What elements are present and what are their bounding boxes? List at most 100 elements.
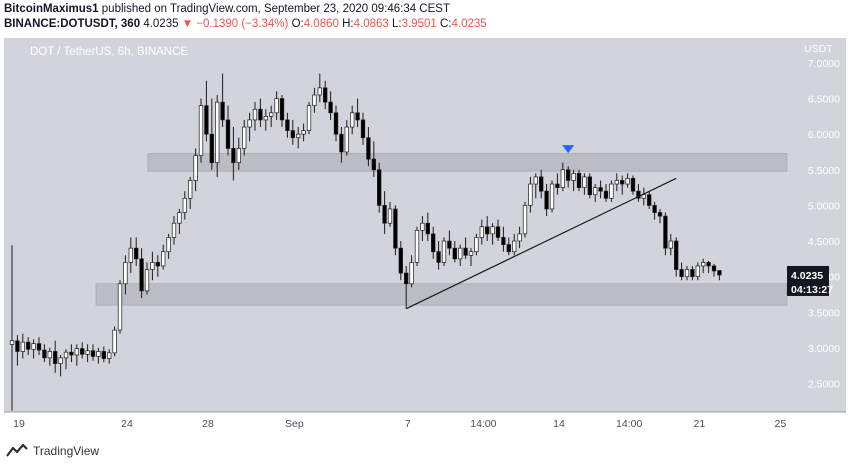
candle — [236, 137, 241, 170]
candle-body — [263, 116, 268, 121]
candle — [393, 205, 398, 256]
candle — [506, 237, 511, 256]
candle-body — [387, 208, 393, 224]
price-chart[interactable]: 7.00006.50006.00005.50005.00004.50004.00… — [0, 38, 850, 436]
candle — [258, 98, 263, 128]
price-axis[interactable] — [787, 38, 846, 412]
candle — [436, 241, 441, 270]
candle — [490, 223, 495, 245]
candle — [539, 169, 544, 199]
candle — [333, 105, 339, 142]
candle-body — [404, 272, 409, 285]
candle — [452, 241, 457, 263]
candle — [560, 162, 565, 192]
tradingview-brand[interactable]: TradingView — [33, 444, 100, 458]
candle — [458, 244, 463, 266]
candle-body — [441, 240, 447, 263]
candle — [641, 187, 646, 206]
open-value: 4.0860 — [303, 18, 339, 30]
candle — [350, 105, 355, 135]
candle — [620, 175, 625, 195]
candle — [123, 255, 128, 295]
candle — [360, 112, 366, 145]
candle-body — [382, 205, 387, 224]
candle-body — [258, 108, 263, 121]
candle — [31, 339, 36, 359]
marker-layer — [562, 145, 575, 154]
candle-body — [112, 329, 117, 354]
candle-body — [231, 148, 236, 164]
candle — [225, 105, 231, 156]
candle-body — [31, 343, 36, 350]
candle — [47, 347, 52, 366]
candle-body — [679, 269, 684, 277]
candle — [177, 208, 182, 234]
candle — [144, 262, 150, 295]
price-change: −0.1390 (−3.34%) — [196, 18, 289, 30]
candle — [431, 226, 436, 259]
candle — [441, 237, 447, 266]
candle — [522, 201, 528, 238]
candle-body — [209, 133, 214, 164]
y-tick-label: 2.5000 — [808, 379, 840, 391]
candle-body — [544, 190, 549, 210]
candle-body — [620, 180, 625, 185]
candle-body — [9, 340, 15, 345]
candle — [657, 208, 663, 224]
candle-body — [398, 247, 403, 274]
candle — [198, 98, 204, 163]
candle-body — [447, 240, 452, 249]
candle — [139, 248, 144, 299]
tradingview-logo-icon[interactable] — [6, 444, 28, 458]
candle — [285, 112, 290, 138]
x-axis-ticks: 19 24 28 Sep 7 14:00 14 14:00 21 25 — [13, 418, 786, 430]
candle-body — [701, 262, 706, 267]
candle — [571, 169, 576, 192]
horizontal-zone — [95, 283, 788, 306]
candle-body — [285, 119, 290, 131]
candle — [355, 98, 360, 128]
candle — [263, 109, 268, 131]
candle-body — [20, 341, 25, 352]
candle-body — [366, 137, 371, 160]
candle — [593, 184, 598, 202]
y-tick-label: 3.0000 — [808, 343, 840, 355]
candle-body — [42, 349, 47, 359]
y-tick-label: 6.0000 — [808, 129, 840, 141]
candle-body — [306, 105, 312, 131]
candle — [301, 123, 306, 142]
candle-body — [420, 222, 425, 231]
candle — [485, 216, 490, 242]
candle — [9, 245, 15, 411]
candle-body — [474, 237, 479, 253]
candle — [695, 262, 700, 281]
candle — [171, 216, 177, 245]
candle-body — [328, 101, 333, 114]
candle — [269, 105, 274, 128]
high-label: H: — [342, 18, 354, 30]
support-resistance-zones — [95, 153, 788, 306]
candle-body — [598, 187, 603, 192]
candle-body — [101, 351, 106, 359]
candle — [80, 342, 85, 359]
candle — [85, 344, 90, 363]
y-tick-label: 5.5000 — [808, 165, 840, 177]
ohlc-line: BINANCE:DOTUSDT, 360 4.0235 ▼ −0.1390 (−… — [4, 17, 844, 32]
candle — [215, 94, 220, 177]
candle-body — [134, 247, 139, 260]
candle-body — [220, 101, 225, 121]
last-price-tag-text: 4.0235 — [791, 270, 823, 282]
candle — [242, 119, 247, 156]
candle-body — [690, 269, 695, 277]
candle — [15, 335, 20, 366]
candle-body — [377, 169, 382, 206]
candle — [582, 173, 587, 195]
candle — [387, 201, 393, 227]
candle — [323, 80, 328, 110]
trendline — [405, 177, 677, 310]
x-tick-label: 25 — [775, 418, 787, 430]
author-name[interactable]: BitcoinMaximus1 — [4, 3, 99, 15]
candle-body — [674, 240, 679, 270]
candle — [533, 173, 538, 199]
candle-body — [344, 126, 349, 153]
